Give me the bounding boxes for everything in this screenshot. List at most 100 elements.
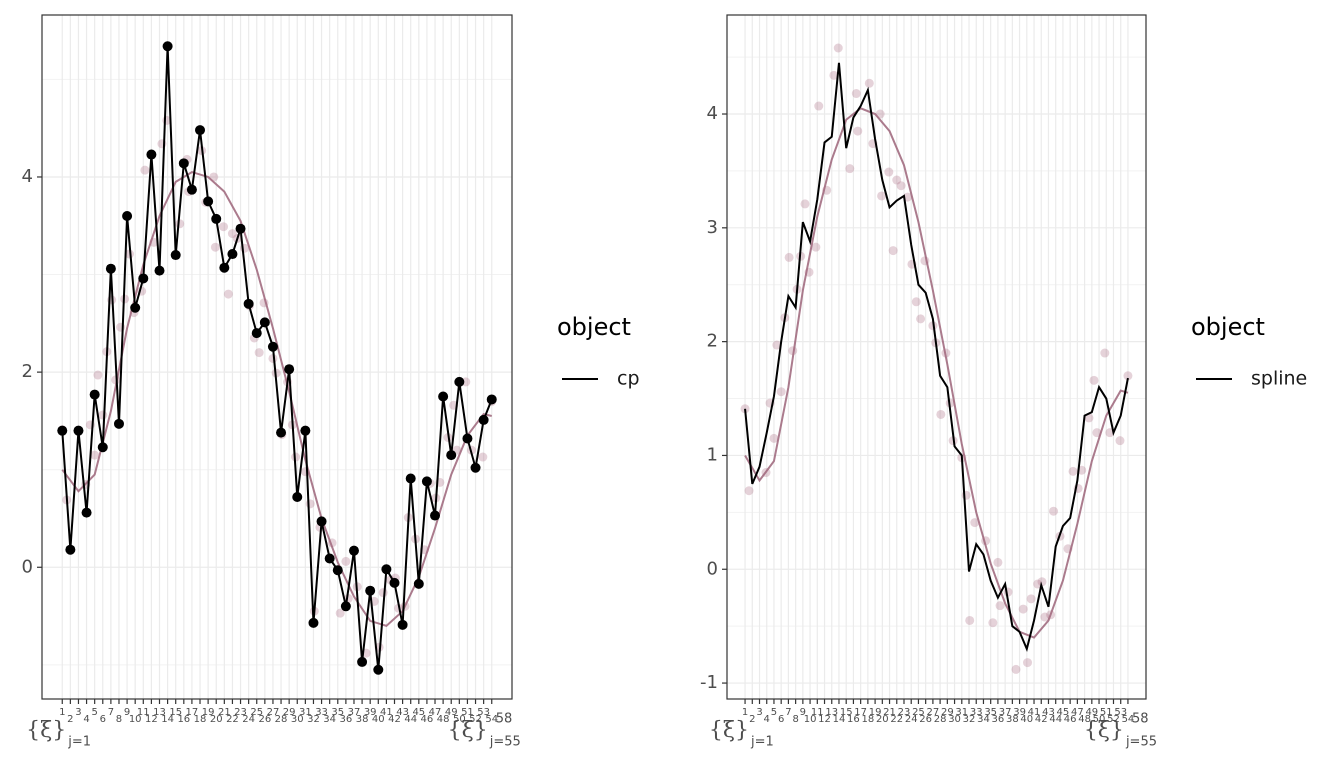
observed-point <box>776 387 786 397</box>
x-tick-label: 45 <box>1057 707 1070 718</box>
x-tick-label: 17 <box>186 707 199 718</box>
x-annotation: {ξ} <box>709 718 749 743</box>
observed-point <box>1123 371 1133 381</box>
x-tick-label: 10 <box>804 714 817 725</box>
x-tick-label: 29 <box>941 707 954 718</box>
observed-point <box>988 618 998 628</box>
series-point <box>89 389 100 400</box>
x-tick-label: 18 <box>194 714 207 725</box>
observed-point <box>965 615 975 625</box>
observed-point <box>804 267 814 277</box>
x-tick-label: 48 <box>1078 714 1091 725</box>
series-point <box>113 418 124 429</box>
series-point <box>413 578 424 589</box>
x-tick-label: 8 <box>116 714 122 725</box>
y-tick-label: 4 <box>22 166 33 187</box>
x-tick-label: 13 <box>825 707 838 718</box>
series-point <box>292 492 303 503</box>
observed-point <box>1092 428 1102 438</box>
x-annotation: {ξ} <box>1084 718 1124 743</box>
x-tick-label: 33 <box>315 707 328 718</box>
legend-label: cp <box>617 368 640 390</box>
x-tick-label: 22 <box>226 714 239 725</box>
x-tick-label: 5 <box>771 707 777 718</box>
observed-point <box>853 126 863 136</box>
x-tick-label: 21 <box>218 707 231 718</box>
observed-point <box>769 433 779 443</box>
observed-point <box>259 298 269 308</box>
series-point <box>446 450 457 461</box>
series-point <box>146 149 157 160</box>
observed-point <box>400 601 410 611</box>
x-tick-label: 44 <box>1049 714 1062 725</box>
x-tick-label: 3 <box>756 707 762 718</box>
observed-point <box>888 246 898 256</box>
series-point <box>178 158 189 169</box>
x-tick-label: 37 <box>348 707 361 718</box>
observed-point <box>305 499 315 509</box>
observed-point <box>1100 348 1110 358</box>
observed-point <box>884 167 894 177</box>
series-point <box>405 473 416 484</box>
x-tick-label: 36 <box>992 714 1005 725</box>
series-point <box>259 317 270 328</box>
x-tick-label: 46 <box>1064 714 1077 725</box>
y-tick-label: 1 <box>707 444 718 465</box>
x-tick-label: 25 <box>912 707 925 718</box>
observed-point <box>829 70 839 80</box>
x-tick-label: 43 <box>396 707 409 718</box>
series-point <box>73 425 84 436</box>
series-point <box>357 656 368 667</box>
observed-point <box>1033 579 1043 589</box>
observed-point <box>916 314 926 324</box>
panel-border <box>41 14 513 700</box>
x-annotation: {ξ} <box>26 718 66 743</box>
x-tick-label: 38 <box>356 714 369 725</box>
series-point <box>251 328 262 339</box>
series-point <box>397 619 408 630</box>
observed-point <box>1063 544 1073 554</box>
observed-point <box>744 486 754 496</box>
x-tick-label: 15 <box>840 707 853 718</box>
x-tick-label: 26 <box>258 714 271 725</box>
observed-point <box>936 409 946 419</box>
observed-point <box>995 601 1005 611</box>
x-annotation-sub: j=55 <box>489 735 521 750</box>
observed-point <box>478 452 488 462</box>
x-tick-label: 48 <box>437 714 450 725</box>
series-point <box>162 41 173 52</box>
observed-point <box>1049 506 1059 516</box>
series-point <box>130 302 141 313</box>
y-tick-label: 0 <box>707 558 718 579</box>
y-tick-label: 2 <box>22 361 33 382</box>
series-point <box>243 298 254 309</box>
y-tick-label: 0 <box>22 556 33 577</box>
x-tick-label: 27 <box>927 707 940 718</box>
x-tick-label: 36 <box>340 714 353 725</box>
series-point <box>454 376 465 387</box>
series-point <box>430 510 441 521</box>
panel <box>41 14 513 700</box>
x-tick-label: 22 <box>890 714 903 725</box>
x-tick-label: 35 <box>331 707 344 718</box>
observed-point <box>341 556 351 566</box>
series-point <box>348 545 359 556</box>
x-tick-label: 1 <box>742 707 748 718</box>
series-line <box>61 46 493 670</box>
x-tick-label: 35 <box>984 707 997 718</box>
observed-point <box>970 518 980 528</box>
observed-point <box>210 242 220 252</box>
series-point <box>308 617 319 628</box>
series-point <box>486 394 497 405</box>
x-tick-label: 50 <box>1093 714 1106 725</box>
observed-point <box>833 43 843 53</box>
x-tick-label: 28 <box>934 714 947 725</box>
x-tick-label: 25 <box>250 707 263 718</box>
observed-point <box>877 191 887 201</box>
series-line <box>744 62 1129 653</box>
series-point <box>186 184 197 195</box>
x-tick-label: 5 <box>91 707 97 718</box>
y-tick-label: 2 <box>707 331 718 352</box>
series-point <box>332 565 343 576</box>
